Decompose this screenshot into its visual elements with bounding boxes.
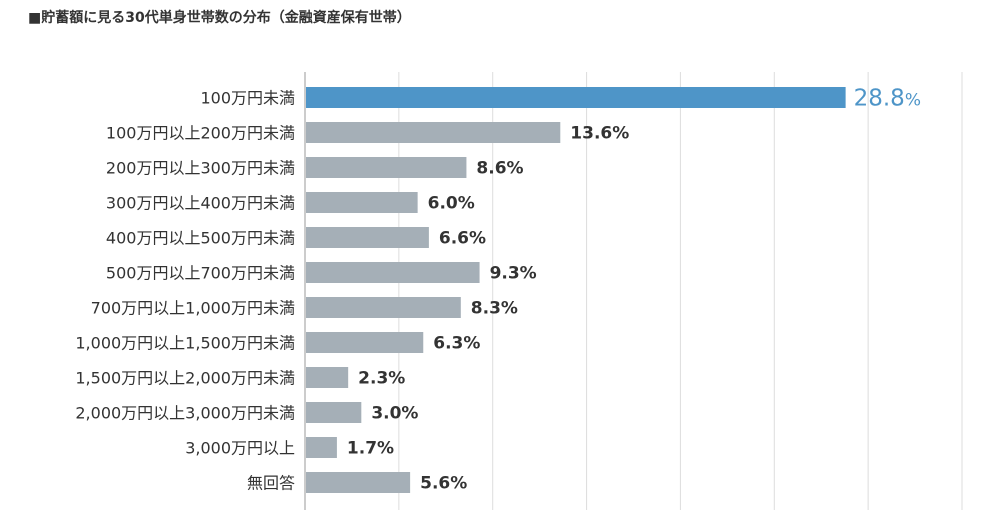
value-label: 1.7% [347,439,394,459]
bar [306,157,467,178]
category-label: 500万円以上700万円未満 [106,264,295,283]
value-label: 8.3% [471,299,518,319]
bar [306,367,349,388]
bar [306,332,424,353]
category-label: 2,000万円以上3,000万円未満 [75,404,295,423]
bar [306,437,337,458]
bar [306,402,362,423]
value-label: 3.0% [371,404,418,424]
category-label: 1,000万円以上1,500万円未満 [75,334,295,353]
value-unit: % [905,91,921,111]
value-label: 13.6% [570,124,629,144]
category-label: 3,000万円以上 [185,439,295,458]
value-label: 5.6% [420,474,467,494]
value-label: 2.3% [358,369,405,389]
value-label: 9.3% [490,264,537,284]
bar [306,122,561,143]
bar [306,297,461,318]
bar [306,472,411,493]
category-label: 100万円以上200万円未満 [106,124,295,143]
value-label: 8.6% [476,159,523,179]
category-label: 無回答 [247,474,295,493]
category-label: 300万円以上400万円未満 [106,194,295,213]
value-label: 28.8% [854,86,921,112]
value-label: 6.3% [433,334,480,354]
bar [306,87,846,108]
bar [306,227,429,248]
chart-title: ■貯蓄額に見る30代単身世帯数の分布（金融資産保有世帯） [28,10,411,26]
category-label: 100万円未満 [200,89,295,108]
value-label: 6.0% [428,194,475,214]
bar [306,262,480,283]
category-label: 700万円以上1,000万円未満 [91,299,295,318]
category-label: 400万円以上500万円未満 [106,229,295,248]
category-label: 200万円以上300万円未満 [106,159,295,178]
category-label: 1,500万円以上2,000万円未満 [75,369,295,388]
value-label: 6.6% [439,229,486,249]
bar [306,192,418,213]
